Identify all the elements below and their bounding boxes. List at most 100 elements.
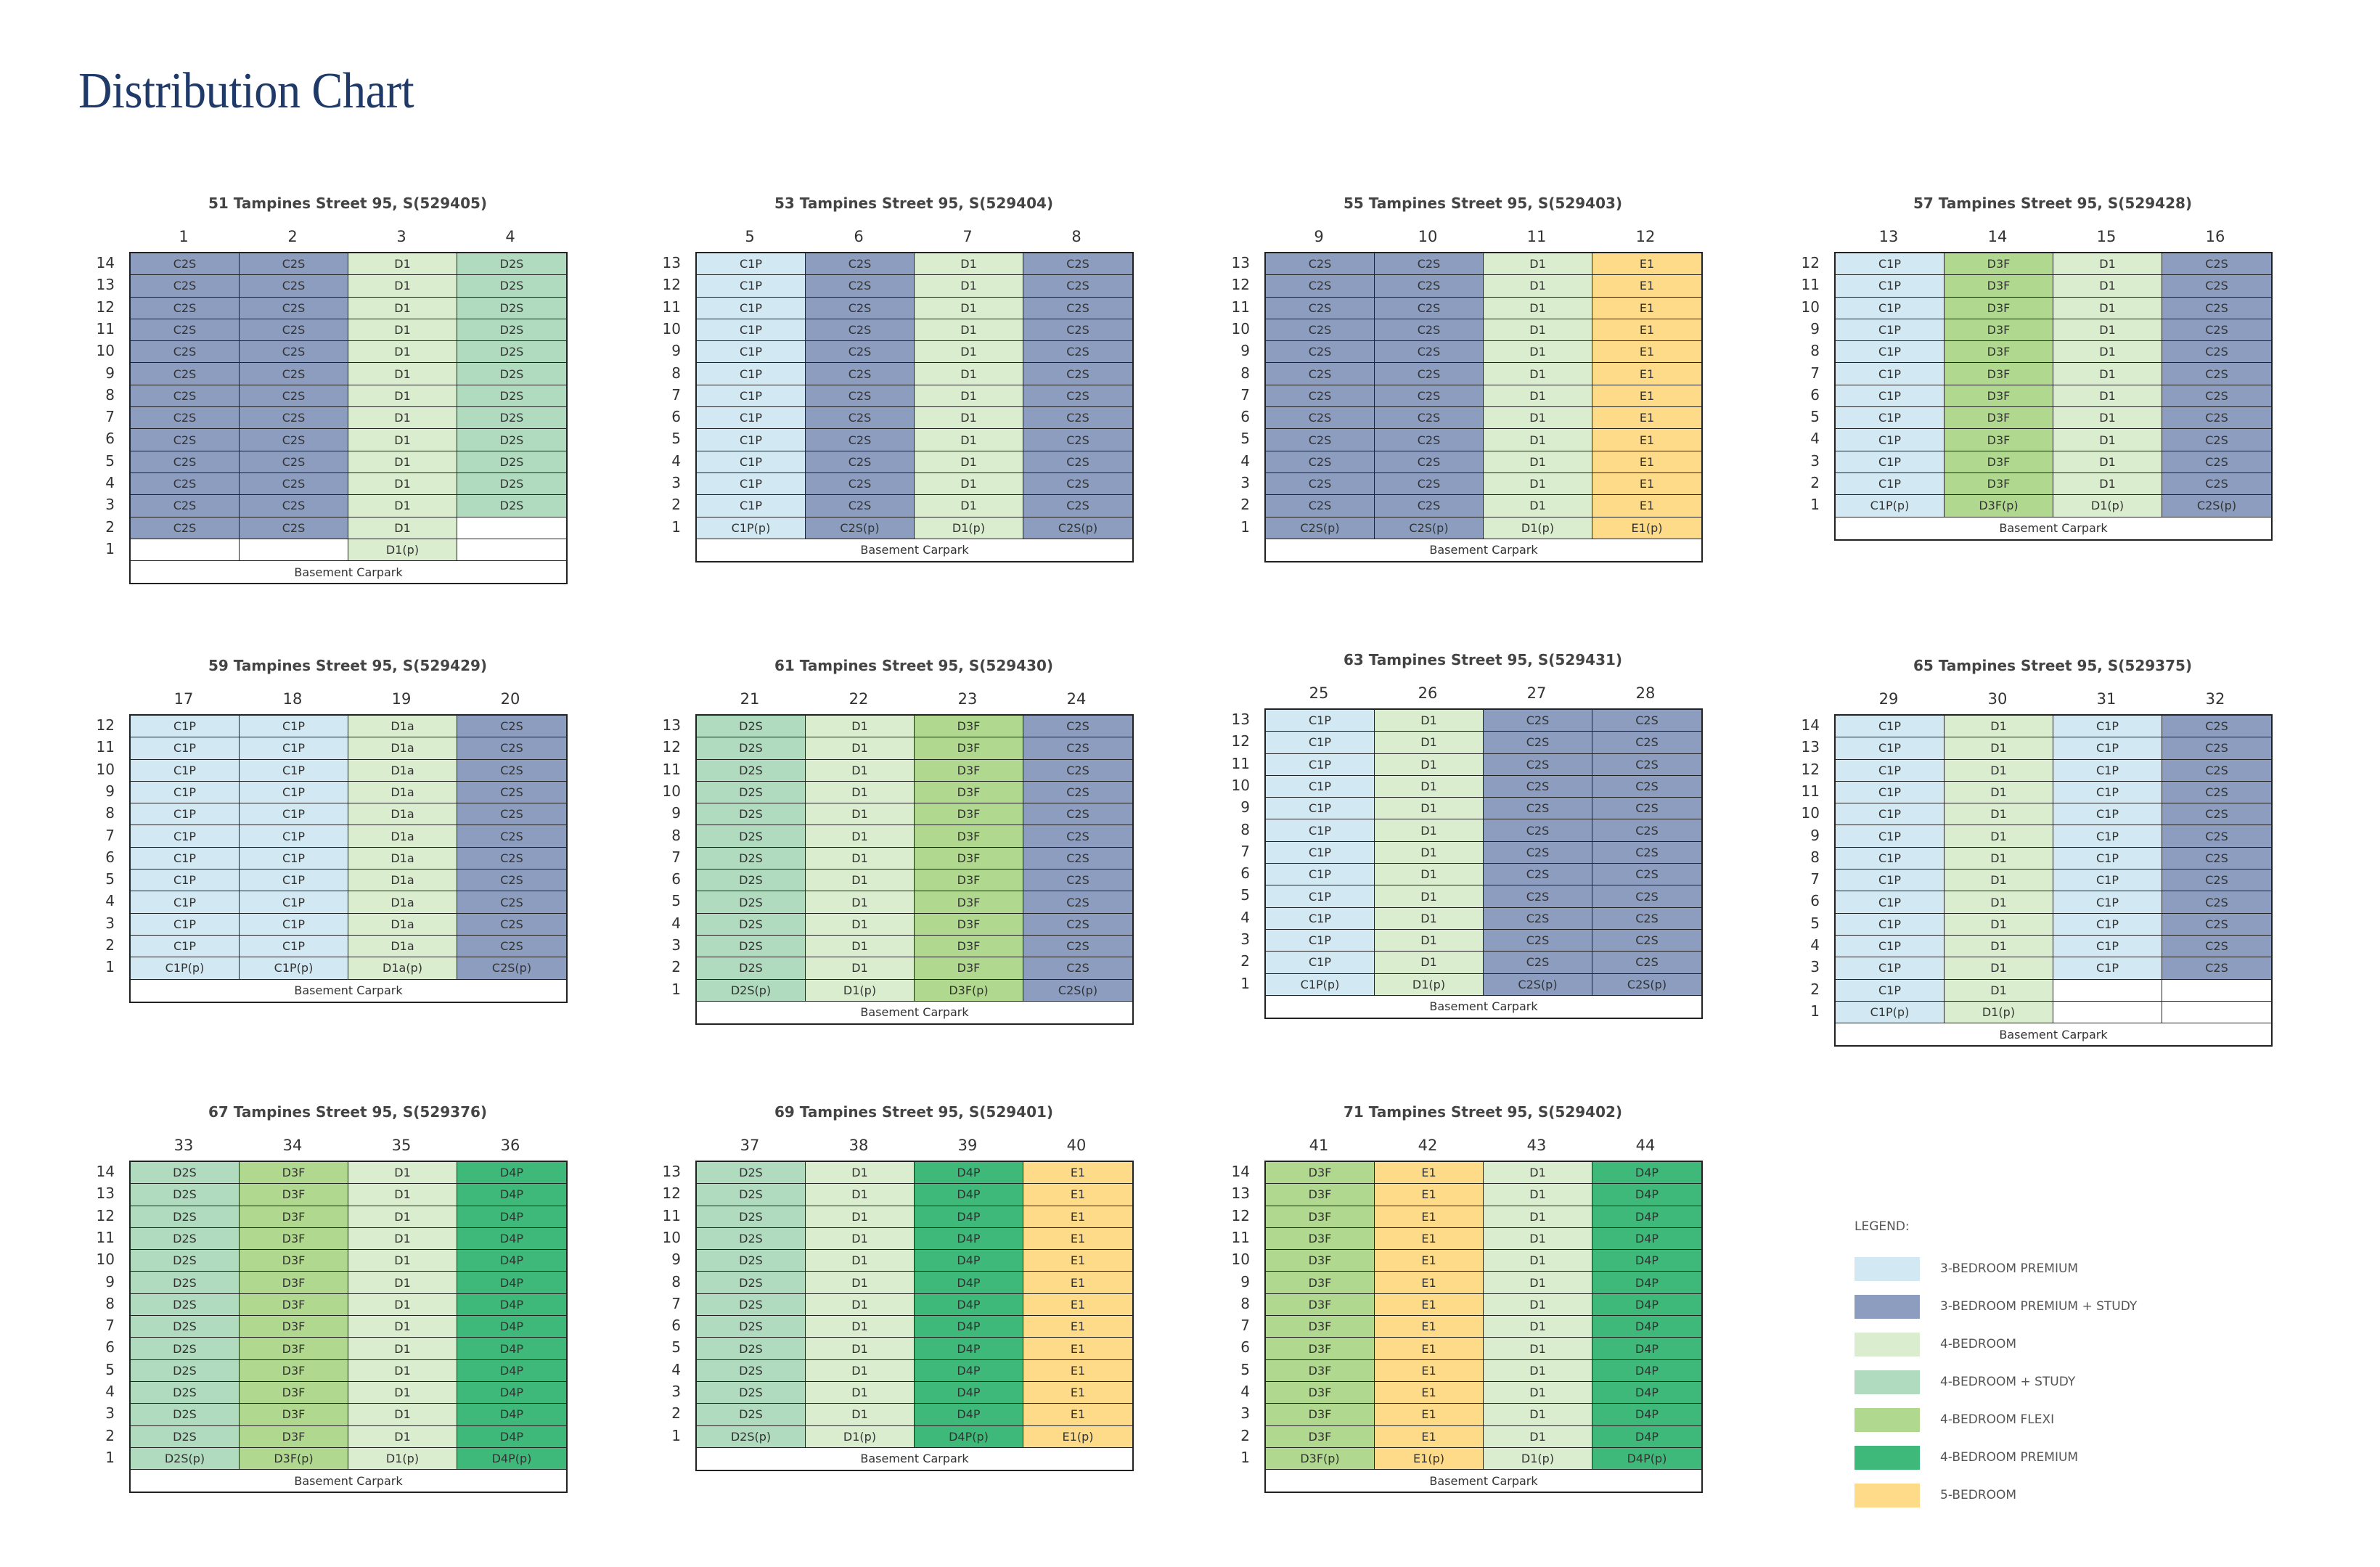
unit-cell: D1: [1484, 472, 1592, 495]
unit-cell: D1: [806, 825, 915, 847]
unit-cell: C2S: [131, 275, 240, 297]
unit-cell: D1: [1945, 979, 2053, 1001]
unit-cell: D2S: [457, 385, 566, 407]
unit-cell: C2S(p): [1375, 517, 1484, 539]
block-title: 53 Tampines Street 95, S(529404): [774, 195, 1054, 212]
floor-row: C2S C2S D1 D2S: [131, 495, 566, 517]
level-label: 9: [1810, 826, 1820, 844]
unit-cell: C2S: [1023, 495, 1132, 517]
unit-cell: C1P: [1836, 825, 1945, 847]
unit-cell: D4P: [457, 1272, 566, 1293]
unit-grid: C1P D1 C2S C2S C1P D1 C2S C2S C1P D1 C2S C2S C1P D1 C2…: [1264, 708, 1703, 1019]
unit-cell: C2S: [2162, 913, 2271, 935]
unit-cell: D3F: [1266, 1272, 1375, 1293]
unit-cell: C2S: [2162, 870, 2271, 891]
unit-cell: C2S: [1023, 891, 1132, 913]
unit-number: 23: [957, 690, 978, 708]
floor-row: C2S C2S D1 E1: [1266, 385, 1701, 408]
unit-cell: C2S: [1484, 753, 1592, 775]
floor-row: D2S D3F D1 D4P: [131, 1425, 566, 1448]
unit-cell: C2S: [240, 341, 348, 363]
unit-cell: C2S: [457, 913, 566, 935]
level-label: 4: [105, 1383, 115, 1400]
floor-row: D2S D1 D4P E1: [697, 1184, 1132, 1206]
unit-cell: D1: [348, 1206, 457, 1227]
level-label: 5: [1810, 408, 1820, 426]
page-title: Distribution Chart: [78, 63, 414, 119]
unit-cell: C2S: [1266, 472, 1375, 495]
unit-cell: D1a: [348, 781, 457, 803]
unit-cell: D3F: [1266, 1293, 1375, 1316]
level-label: 12: [1231, 276, 1250, 294]
level-label: 3: [1240, 1404, 1250, 1423]
level-label: 9: [1240, 1272, 1250, 1290]
unit-cell: D4P: [915, 1359, 1023, 1381]
unit-cell: D1(p): [348, 1447, 457, 1470]
level-label: 9: [1240, 798, 1250, 817]
legend-label: 3-BEDROOM PREMIUM + STUDY: [1940, 1299, 2138, 1314]
level-label: 13: [1231, 254, 1250, 271]
level-label: 10: [1801, 298, 1820, 316]
unit-cell: D1: [915, 275, 1023, 297]
level-label: 2: [105, 936, 115, 954]
unit-cell: D1: [1484, 1206, 1592, 1227]
level-label: 11: [96, 319, 115, 337]
legend-label: 4-BEDROOM PREMIUM: [1940, 1450, 2079, 1465]
level-label: 1: [1240, 1448, 1250, 1466]
unit-cell: D1: [806, 1293, 915, 1316]
unit-cell: C1P: [240, 913, 348, 935]
unit-cell: C1P: [2053, 716, 2162, 737]
floor-row: C1P D1 C1P C2S: [1836, 825, 2271, 848]
unit-cell: D3F: [1945, 472, 2053, 495]
unit-cell: C1P: [1836, 759, 1945, 781]
unit-cell: C1P: [1836, 737, 1945, 759]
unit-number: 43: [1526, 1137, 1547, 1154]
unit-cell: D3F: [240, 1338, 348, 1359]
unit-cell: D2S: [457, 407, 566, 429]
unit-cell: C2S: [2162, 319, 2271, 341]
floor-row: C1P(p) D3F(p) D1(p) C2S(p): [1836, 495, 2271, 517]
unit-cell: D3F: [915, 935, 1023, 957]
unit-cell: D4P: [457, 1293, 566, 1316]
unit-cell: C2S: [240, 429, 348, 451]
unit-cell: C2S: [806, 429, 915, 451]
floor-row: D3F E1 D1 D4P: [1266, 1381, 1701, 1404]
unit-number: 28: [1635, 684, 1656, 702]
level-label: 8: [1810, 342, 1820, 360]
floor-row: D2S D3F D1 D4P: [131, 1250, 566, 1272]
unit-cell: E1: [1023, 1359, 1132, 1381]
unit-cell: D2S: [697, 891, 806, 913]
unit-cell: E1: [1023, 1381, 1132, 1404]
floor-row: C1P D1 C1P C2S: [1836, 759, 2271, 782]
floor-row: C1P D1 C1P C2S: [1836, 891, 2271, 914]
unit-number: 27: [1526, 684, 1547, 702]
unit-cell: C2S: [2162, 803, 2271, 825]
unit-cell: D4P: [1592, 1316, 1701, 1338]
floor-row: D3F E1 D1 D4P: [1266, 1425, 1701, 1448]
unit-cell: C2S: [1484, 819, 1592, 841]
floor-row: C1P C2S D1 C2S: [697, 385, 1132, 408]
block-title: 61 Tampines Street 95, S(529430): [774, 657, 1054, 674]
unit-cell: D3F: [915, 891, 1023, 913]
floor-row: D2S D1 D4P E1: [697, 1272, 1132, 1294]
level-label: 9: [1810, 319, 1820, 337]
floor-row: D2S D1 D3F C2S: [697, 825, 1132, 848]
floor-row: C2S C2S D1 D2S: [131, 275, 566, 298]
unit-cell: C1P: [131, 913, 240, 935]
unit-cell: D3F: [915, 870, 1023, 891]
unit-cell: D4P: [457, 1206, 566, 1227]
unit-cell: C1P: [1266, 819, 1375, 841]
floor-row: D2S D1 D4P E1: [697, 1338, 1132, 1360]
unit-cell: D2S: [697, 825, 806, 847]
unit-cell: C2S: [1375, 253, 1484, 275]
floor-row: D2S D1 D4P E1: [697, 1404, 1132, 1426]
floor-row: D2S D1 D3F C2S: [697, 870, 1132, 892]
unit-cell: D1: [348, 1250, 457, 1272]
level-label: 6: [1810, 892, 1820, 910]
unit-cell: D2S: [697, 759, 806, 781]
unit-cell: C2S: [1484, 710, 1592, 732]
unit-cell: D2S: [697, 1184, 806, 1206]
floor-row: C1P C2S D1 C2S: [697, 429, 1132, 451]
floor-row: C2S(p) C2S(p) D1(p) E1(p): [1266, 517, 1701, 539]
unit-cell: D1: [348, 1162, 457, 1184]
